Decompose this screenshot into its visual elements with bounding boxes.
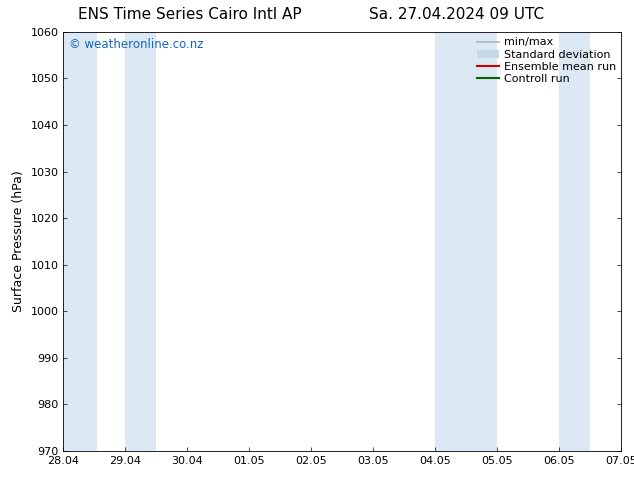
Text: © weatheronline.co.nz: © weatheronline.co.nz: [69, 38, 204, 51]
Bar: [126, 32, 157, 451]
Text: Sa. 27.04.2024 09 UTC: Sa. 27.04.2024 09 UTC: [369, 7, 544, 23]
Y-axis label: Surface Pressure (hPa): Surface Pressure (hPa): [12, 171, 25, 312]
Bar: [63, 32, 98, 451]
Bar: [621, 32, 634, 451]
Legend: min/max, Standard deviation, Ensemble mean run, Controll run: min/max, Standard deviation, Ensemble me…: [474, 34, 619, 87]
Bar: [559, 32, 590, 451]
Text: ENS Time Series Cairo Intl AP: ENS Time Series Cairo Intl AP: [79, 7, 302, 23]
Bar: [436, 32, 497, 451]
